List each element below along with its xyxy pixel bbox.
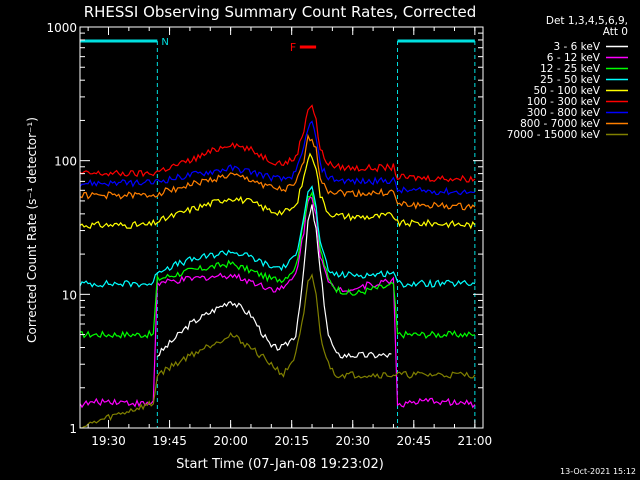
legend-label: 3 - 6 keV xyxy=(553,41,600,53)
x-tick-label: 20:15 xyxy=(274,434,309,448)
x-tick-label: 20:30 xyxy=(335,434,370,448)
night-flag-label: N xyxy=(161,37,168,48)
legend-label: 100 - 300 keV xyxy=(527,96,601,108)
y-tick-label: 10 xyxy=(62,288,77,302)
series-line-4 xyxy=(79,185,476,288)
series-line-3 xyxy=(79,191,476,339)
legend-label: 25 - 50 keV xyxy=(540,74,601,86)
y-tick-label: 100 xyxy=(54,155,77,169)
chart-title: RHESSI Observing Summary Count Rates, Co… xyxy=(84,3,477,21)
series-layer xyxy=(79,104,476,429)
x-tick-label: 20:45 xyxy=(397,434,432,448)
y-axis-label: Corrected Count Rate (s⁻¹ detector⁻¹) xyxy=(25,117,39,343)
x-axis-label: Start Time (07-Jan-08 19:23:02) xyxy=(176,457,384,472)
series-line-2 xyxy=(79,196,476,409)
x-tick-label: 19:30 xyxy=(91,434,126,448)
legend-label: 7000 - 15000 keV xyxy=(507,129,601,141)
x-tick-label: 20:00 xyxy=(213,434,248,448)
series-line-8 xyxy=(79,133,476,211)
flare-flag-label: F xyxy=(290,41,296,54)
axis-layer: 19:30 19:45 20:00 20:15 20:30 20:45 21:00 1 10 10… xyxy=(46,21,492,448)
legend-header-line: Det 1,3,4,5,6,9, xyxy=(546,15,628,27)
x-tick-label: 19:45 xyxy=(152,434,187,448)
plot-frame xyxy=(79,26,484,429)
series-line-1 xyxy=(157,204,392,359)
series-line-5 xyxy=(79,152,476,230)
legend-label: 6 - 12 keV xyxy=(547,52,601,64)
legend-header-line: Att 0 xyxy=(603,26,628,38)
series-line-7 xyxy=(79,120,475,196)
legend-label: 12 - 25 keV xyxy=(540,63,601,75)
legend-label: 800 - 7000 keV xyxy=(520,118,601,130)
timestamp: 13-Oct-2021 15:12 xyxy=(560,467,636,476)
legend-label: 300 - 800 keV xyxy=(527,107,601,119)
series-line-9 xyxy=(79,273,476,429)
legend-label: 50 - 100 keV xyxy=(533,85,600,97)
x-tick-label: 21:00 xyxy=(458,434,493,448)
y-tick-label: 1000 xyxy=(46,21,77,35)
series-line-6 xyxy=(79,104,476,183)
y-tick-label: 1 xyxy=(69,422,77,436)
